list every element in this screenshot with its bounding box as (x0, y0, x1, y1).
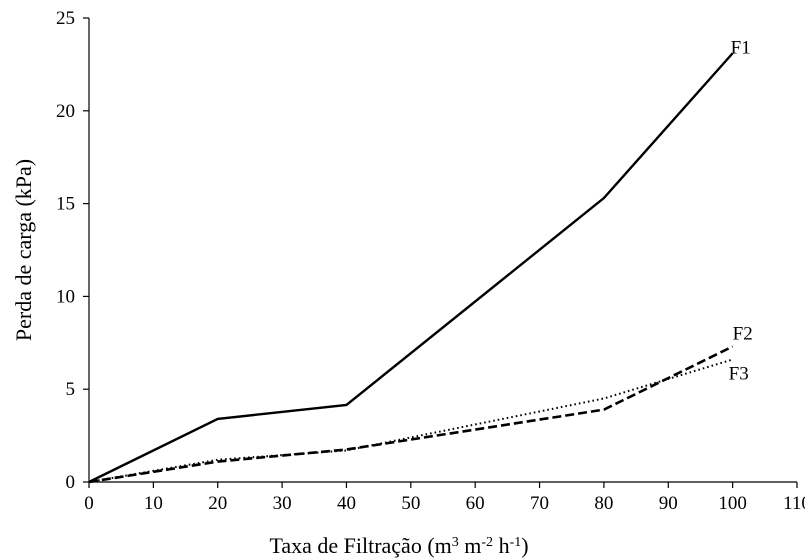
x-tick-label: 60 (466, 493, 485, 514)
x-tick-label: 100 (718, 493, 747, 514)
x-tick-label: 50 (401, 493, 420, 514)
x-tick-label: 90 (659, 493, 678, 514)
y-tick-label: 0 (66, 472, 76, 493)
series-label-f3: F3 (729, 364, 749, 385)
y-axis-title: Perda de carga (kPa) (11, 159, 36, 341)
series-line-f1 (88, 52, 734, 484)
series-label-f2: F2 (733, 324, 753, 345)
y-tick-label: 20 (56, 101, 75, 122)
x-tick-label: 30 (273, 493, 292, 514)
series-line-f2 (88, 345, 734, 484)
x-axis-title: Taxa de Filtração (m3 m-2 h-1) (269, 533, 528, 558)
y-tick-label: 25 (56, 8, 75, 29)
x-tick-label: 10 (144, 493, 163, 514)
x-tick-label: 80 (594, 493, 613, 514)
y-tick-label: 10 (56, 286, 75, 307)
y-tick-label: 5 (66, 379, 76, 400)
x-tick-label: 0 (84, 493, 94, 514)
series-lines (88, 52, 734, 484)
x-tick-label: 40 (337, 493, 356, 514)
axes (88, 18, 797, 483)
tick-labels: 0 10 20 30 40 50 60 70 80 90 100 110 0 5 10 15 20 25 (56, 8, 805, 514)
y-tick-label: 15 (56, 194, 75, 215)
series-line-f3 (88, 358, 733, 483)
x-tick-label: 20 (208, 493, 227, 514)
series-labels: F1 F2 F3 (729, 37, 753, 384)
x-tick-label: 110 (783, 493, 805, 514)
x-tick-label: 70 (530, 493, 549, 514)
tick-marks (83, 17, 798, 488)
series-label-f1: F1 (731, 37, 751, 58)
